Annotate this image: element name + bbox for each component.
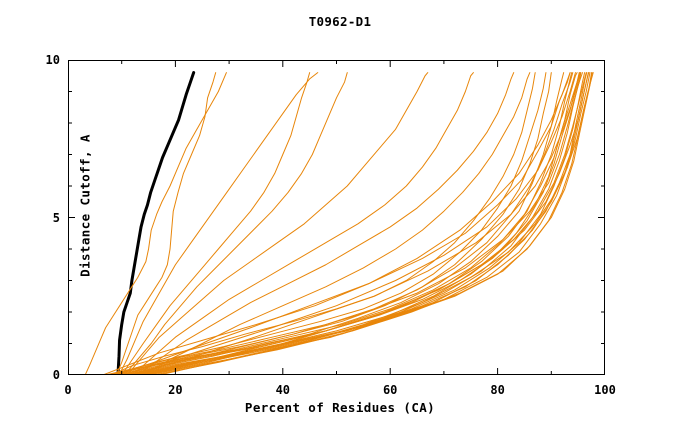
series-group xyxy=(84,71,594,375)
series-line xyxy=(84,72,227,375)
y-tick-label: 0 xyxy=(52,368,60,382)
series-line xyxy=(121,72,576,375)
series-line xyxy=(137,72,515,375)
series-line xyxy=(115,72,217,375)
series-line xyxy=(140,72,587,375)
series-line xyxy=(145,72,589,375)
y-axis-label: Distance Cutoff, A xyxy=(77,134,93,277)
series-line xyxy=(115,72,552,375)
y-tick-label: 10 xyxy=(45,53,60,67)
series-line xyxy=(126,72,582,375)
series-line xyxy=(131,72,581,375)
x-tick-label: 100 xyxy=(594,383,616,397)
series-line xyxy=(142,72,531,375)
x-tick-label: 20 xyxy=(168,383,183,397)
series-line xyxy=(102,72,571,375)
series-line xyxy=(123,72,348,375)
plot-svg xyxy=(68,60,605,375)
x-tick-label: 40 xyxy=(275,383,291,397)
series-line xyxy=(153,72,593,375)
series-line xyxy=(105,72,574,375)
series-line xyxy=(115,72,571,375)
series-line xyxy=(126,72,429,375)
tick-marks xyxy=(68,60,605,375)
plot-area: Distance Cutoff, A xyxy=(68,60,605,375)
series-line xyxy=(121,72,311,375)
series-line xyxy=(131,72,474,375)
series-line xyxy=(110,72,536,375)
series-line xyxy=(137,72,590,375)
x-tick-label: 60 xyxy=(382,383,398,397)
series-line xyxy=(113,72,547,375)
x-axis-label: Percent of Residues (CA) xyxy=(244,400,436,415)
series-line xyxy=(118,72,319,375)
x-tick-label: 80 xyxy=(490,383,505,397)
y-tick-label: 5 xyxy=(52,210,60,225)
series-line xyxy=(116,71,196,375)
x-tick-label: 0 xyxy=(64,383,72,397)
chart-title: T0962-D1 xyxy=(308,14,372,29)
series-line xyxy=(158,72,594,375)
